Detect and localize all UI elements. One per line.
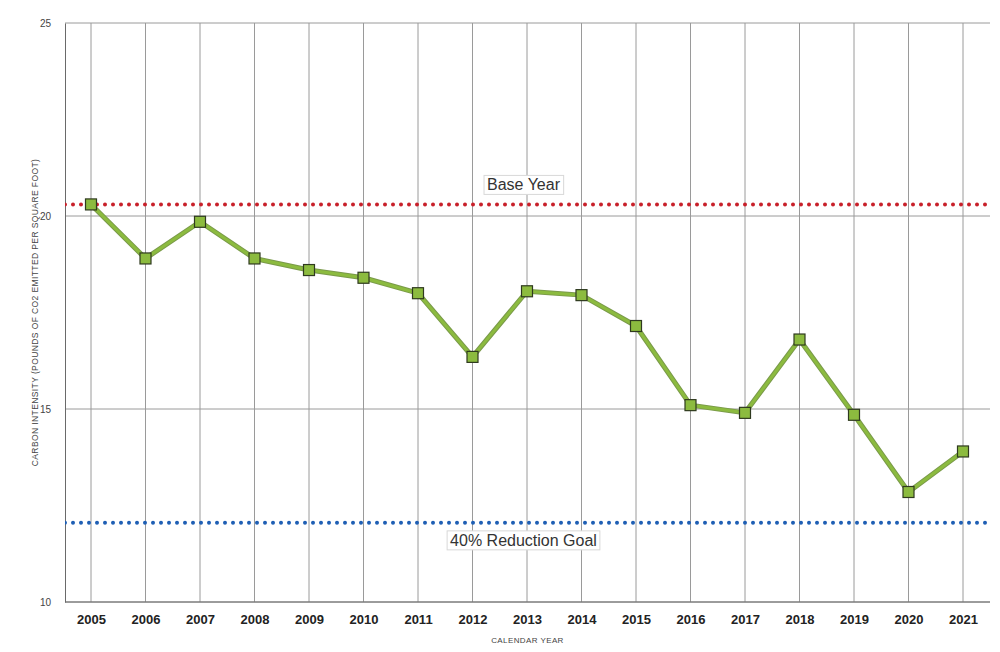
x-tick: 2017 (731, 602, 760, 627)
x-tick: 2020 (895, 602, 924, 627)
grid-line-x (854, 23, 855, 602)
marker (794, 334, 805, 345)
x-tick: 2008 (241, 602, 270, 627)
x-tick: 2007 (186, 602, 215, 627)
x-tick-label: 2011 (404, 612, 432, 627)
marker (958, 446, 969, 457)
marker (195, 216, 206, 227)
x-tick: 2011 (404, 602, 432, 627)
x-tick-label: 2005 (77, 612, 106, 627)
x-tick: 2010 (350, 602, 379, 627)
x-tick: 2018 (786, 602, 815, 627)
x-tick: 2021 (949, 602, 978, 627)
x-tick-label: 2017 (731, 612, 760, 627)
x-tick: 2006 (132, 602, 161, 627)
x-tick: 2012 (459, 602, 488, 627)
x-tick: 2005 (77, 602, 106, 627)
grid-line-x (745, 23, 746, 602)
grid (65, 23, 990, 602)
marker (522, 286, 533, 297)
x-tick: 2019 (840, 602, 869, 627)
grid-line-x (254, 23, 255, 602)
plot-area (65, 199, 990, 523)
x-axis-line (65, 602, 990, 603)
marker (249, 253, 260, 264)
series-line (91, 204, 963, 492)
x-tick: 2009 (295, 602, 324, 627)
y-tick: 20 (40, 211, 65, 222)
grid-line-x (908, 23, 909, 602)
reference-label: Base Year (484, 175, 564, 194)
y-tick-label: 10 (40, 597, 52, 608)
marker (86, 199, 97, 210)
x-tick: 2014 (568, 602, 598, 627)
x-tick-label: 2013 (513, 612, 542, 627)
grid-line-x (145, 23, 146, 602)
chart: 10 15 20 25 2005 2006 2007 2008 2009 2010 2011 2012… (0, 0, 1000, 652)
marker (740, 407, 751, 418)
marker (358, 272, 369, 283)
y-axis: 10 15 20 25 (40, 18, 66, 608)
x-tick-label: 2008 (241, 612, 270, 627)
reference-label-box (447, 531, 600, 550)
x-axis: 2005 2006 2007 2008 2009 2010 2011 2012 2013 2014… (65, 602, 990, 627)
x-axis-title: CALENDAR YEAR (491, 636, 564, 645)
grid-line-x (581, 23, 582, 602)
x-tick-label: 2007 (186, 612, 215, 627)
grid-line-x (309, 23, 310, 602)
marker (685, 400, 696, 411)
marker (304, 265, 315, 276)
marker (576, 290, 587, 301)
x-tick-label: 2010 (350, 612, 379, 627)
x-tick-label: 2012 (459, 612, 488, 627)
x-tick-label: 2018 (786, 612, 815, 627)
marker (140, 253, 151, 264)
reference-label-box (484, 175, 564, 194)
grid-line-x (363, 23, 364, 602)
reference-label-text: 40% Reduction Goal (450, 532, 597, 549)
series-line-outline (91, 204, 963, 492)
x-tick: 2015 (622, 602, 651, 627)
x-tick-label: 2006 (132, 612, 161, 627)
marker (413, 288, 424, 299)
grid-line-x (472, 23, 473, 602)
x-tick-label: 2021 (949, 612, 978, 627)
y-tick-label: 20 (40, 211, 52, 222)
grid-line-x (418, 23, 419, 602)
y-tick: 10 (40, 597, 65, 608)
y-axis-line (65, 24, 66, 603)
reference-line (65, 521, 990, 525)
marker (631, 321, 642, 332)
x-tick-label: 2014 (568, 612, 598, 627)
marker (903, 486, 914, 497)
grid-line-x (200, 23, 201, 602)
marker (467, 351, 478, 362)
x-tick: 2016 (677, 602, 706, 627)
x-tick-label: 2019 (840, 612, 869, 627)
grid-line-y (65, 602, 990, 603)
y-tick-label: 25 (40, 18, 52, 29)
marker (849, 409, 860, 420)
x-tick-label: 2009 (295, 612, 324, 627)
grid-line-x (690, 23, 691, 602)
grid-line-x (636, 23, 637, 602)
grid-line-x (963, 23, 964, 602)
y-axis-title: CARBON INTENSITY (POUNDS OF CO2 EMITTED … (30, 159, 40, 467)
y-tick: 15 (40, 404, 65, 415)
x-tick-label: 2015 (622, 612, 651, 627)
x-tick-label: 2020 (895, 612, 924, 627)
reference-line (65, 202, 990, 206)
x-tick-label: 2016 (677, 612, 706, 627)
grid-line-x (799, 23, 800, 602)
reference-label: 40% Reduction Goal (447, 531, 600, 550)
reference-label-text: Base Year (487, 176, 561, 193)
y-tick-label: 15 (40, 404, 52, 415)
y-tick: 25 (40, 18, 65, 29)
grid-line-x (527, 23, 528, 602)
x-tick: 2013 (513, 602, 542, 627)
grid-line-x (91, 23, 92, 602)
